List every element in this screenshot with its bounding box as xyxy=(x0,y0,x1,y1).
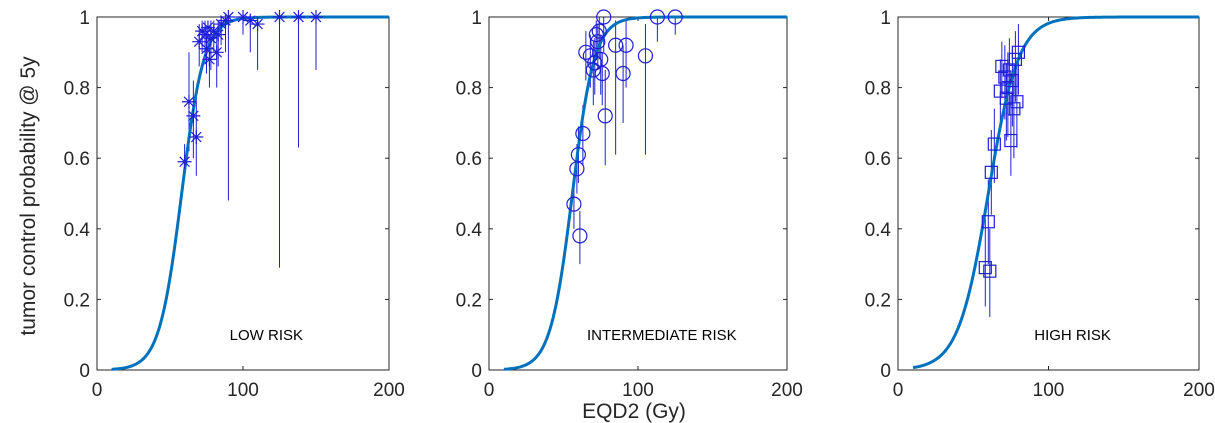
data-point xyxy=(209,45,224,60)
data-point xyxy=(198,27,213,42)
data-point xyxy=(221,10,236,24)
data-point xyxy=(585,62,601,78)
y-tick-label: 0.4 xyxy=(456,220,483,241)
data-point xyxy=(983,264,997,278)
chart-panel-2: 0 0.2 0.4 0.6 0.8 1 0 100 200 INTERMEDIATE RISK xyxy=(456,8,803,401)
data-point xyxy=(192,34,207,49)
data-point xyxy=(999,91,1013,105)
y-tick-label: 0.4 xyxy=(64,220,91,241)
data-point xyxy=(200,20,215,35)
data-point xyxy=(987,137,1001,151)
data-point xyxy=(575,125,591,142)
data-point xyxy=(1005,73,1019,88)
y-tick-label: 0.6 xyxy=(865,149,891,170)
data-point xyxy=(588,27,604,43)
data-point xyxy=(1011,45,1026,59)
data-point xyxy=(1010,95,1024,109)
data-point xyxy=(236,10,250,24)
data-point xyxy=(186,108,201,123)
data-point xyxy=(590,34,606,50)
data-point xyxy=(615,65,631,82)
data-point xyxy=(995,59,1009,74)
x-tick-label: 100 xyxy=(227,380,259,401)
data-point xyxy=(250,17,265,32)
x-tick-label: 100 xyxy=(1033,380,1065,401)
y-tick-label: 0.6 xyxy=(64,149,90,170)
y-tick-label: 0.8 xyxy=(456,79,482,100)
data-point xyxy=(618,37,634,53)
data-point xyxy=(566,196,582,212)
fit-curve xyxy=(912,15,1199,370)
x-tick-label: 0 xyxy=(92,380,103,401)
data-point xyxy=(667,9,683,25)
risk-group-label: INTERMEDIATE RISK xyxy=(587,327,737,344)
x-tick-label: 0 xyxy=(893,380,904,401)
data-point xyxy=(597,108,613,124)
risk-group-label: HIGH RISK xyxy=(1034,327,1111,344)
y-tick-label: 1 xyxy=(471,8,482,29)
x-tick-label: 100 xyxy=(622,380,654,401)
y-tick-label: 0 xyxy=(471,361,482,382)
y-tick-label: 0.6 xyxy=(456,149,482,170)
data-point xyxy=(1007,102,1021,116)
data-point xyxy=(1008,52,1022,66)
y-tick-label: 0.8 xyxy=(865,79,891,100)
data-point xyxy=(570,147,587,163)
data-point xyxy=(594,65,610,82)
plot-frame xyxy=(488,16,788,371)
x-tick-label: 200 xyxy=(1183,380,1215,401)
data-point xyxy=(211,27,226,42)
data-point xyxy=(978,261,992,275)
data-point xyxy=(1004,133,1018,148)
y-tick-label: 0.2 xyxy=(456,290,482,311)
data-point xyxy=(177,154,192,169)
data-point xyxy=(243,13,258,28)
y-tick-label: 0.8 xyxy=(64,79,90,100)
y-tick-label: 0 xyxy=(79,361,90,382)
plot-frame xyxy=(96,16,390,371)
y-tick-label: 1 xyxy=(79,8,90,29)
data-point xyxy=(181,94,196,109)
data-point xyxy=(202,52,217,67)
x-tick-label: 200 xyxy=(771,380,803,401)
y-tick-label: 1 xyxy=(880,8,891,29)
data-point xyxy=(206,24,221,39)
data-point xyxy=(272,10,287,24)
x-axis-title: EQD2 (Gy) xyxy=(582,400,686,423)
data-point xyxy=(199,41,214,56)
data-point xyxy=(998,70,1012,84)
data-point xyxy=(608,37,624,53)
fit-curve xyxy=(111,15,389,371)
data-point xyxy=(572,228,588,244)
chart-panel-3: 0 0.2 0.4 0.6 0.8 1 0 100 200 HIGH RISK xyxy=(865,8,1215,401)
y-tick-label: 0 xyxy=(880,361,891,382)
y-tick-label: 0.4 xyxy=(865,220,892,241)
x-tick-label: 0 xyxy=(484,380,495,401)
data-point xyxy=(1001,80,1015,95)
y-tick-label: 0.2 xyxy=(865,290,891,311)
data-point xyxy=(591,23,607,39)
fit-curve xyxy=(503,15,787,371)
data-point xyxy=(214,17,229,32)
data-point xyxy=(596,9,612,25)
data-point xyxy=(309,10,323,24)
data-point xyxy=(189,130,204,145)
data-point xyxy=(637,48,654,64)
data-point xyxy=(291,10,306,24)
data-point xyxy=(203,31,218,46)
chart-panel-1: 0 0.2 0.4 0.6 0.8 1 0 100 200 LOW RISK xyxy=(64,8,405,401)
data-point xyxy=(578,44,594,60)
y-axis-title: tumor control probability @ 5y xyxy=(17,56,40,336)
y-tick-label: 0.2 xyxy=(64,290,90,311)
data-point xyxy=(984,165,998,179)
data-point xyxy=(649,9,665,25)
x-tick-label: 200 xyxy=(373,380,405,401)
data-point xyxy=(981,215,995,229)
plot-frame xyxy=(897,16,1200,371)
risk-group-label: LOW RISK xyxy=(230,327,303,344)
